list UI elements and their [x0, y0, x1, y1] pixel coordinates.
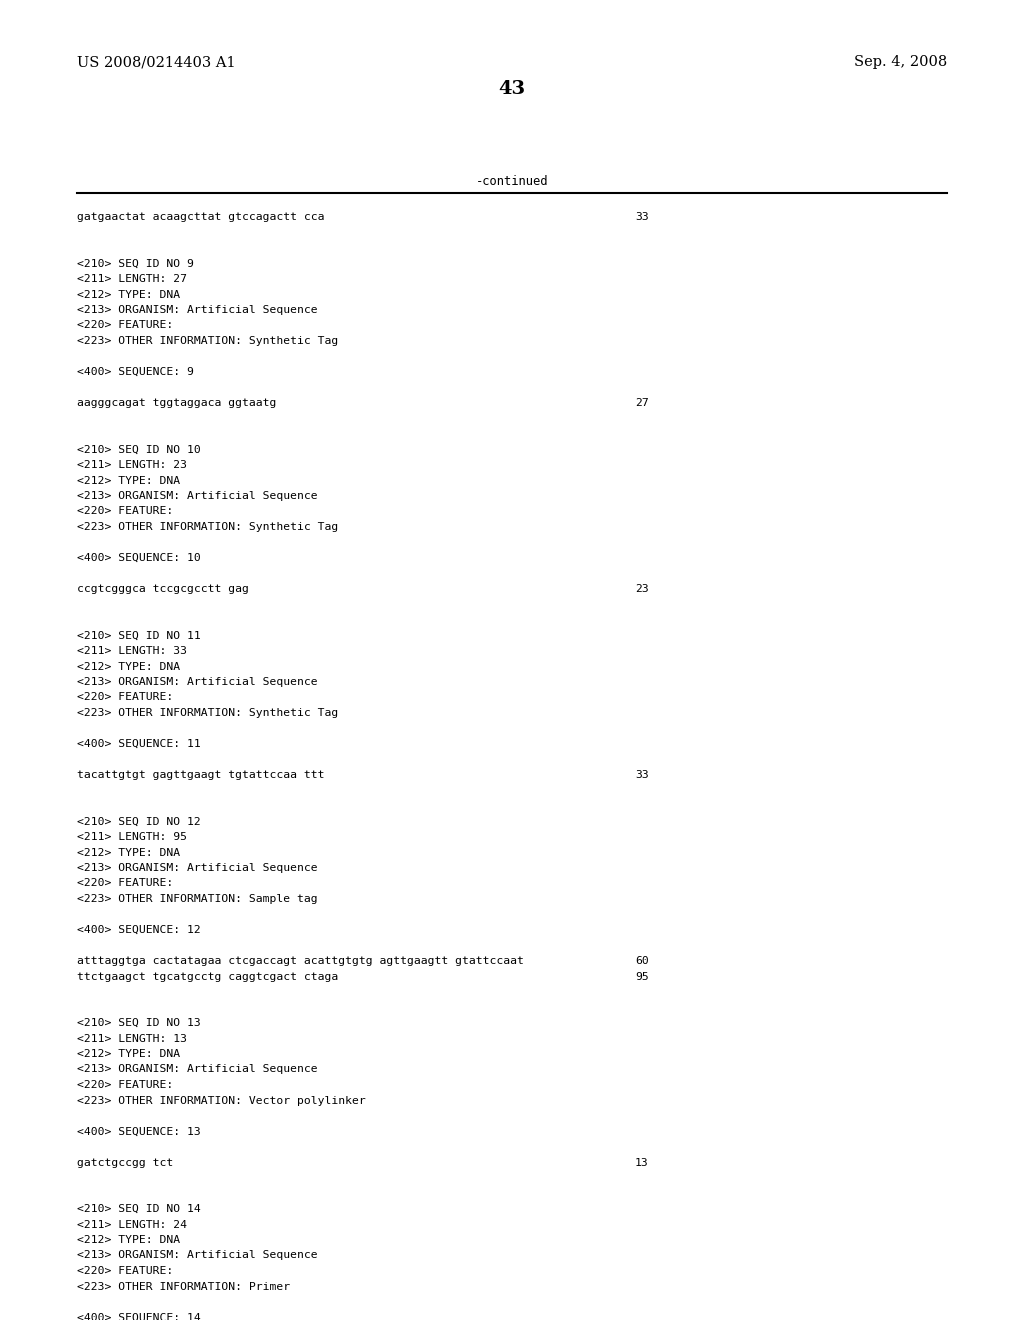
Text: 60: 60 [635, 956, 648, 966]
Text: <213> ORGANISM: Artificial Sequence: <213> ORGANISM: Artificial Sequence [77, 863, 317, 873]
Text: <220> FEATURE:: <220> FEATURE: [77, 507, 173, 516]
Text: <211> LENGTH: 33: <211> LENGTH: 33 [77, 645, 186, 656]
Text: <220> FEATURE:: <220> FEATURE: [77, 1080, 173, 1090]
Text: 43: 43 [499, 81, 525, 98]
Text: <223> OTHER INFORMATION: Synthetic Tag: <223> OTHER INFORMATION: Synthetic Tag [77, 521, 338, 532]
Text: 95: 95 [635, 972, 648, 982]
Text: <223> OTHER INFORMATION: Sample tag: <223> OTHER INFORMATION: Sample tag [77, 894, 317, 904]
Text: <210> SEQ ID NO 9: <210> SEQ ID NO 9 [77, 259, 194, 268]
Text: <212> TYPE: DNA: <212> TYPE: DNA [77, 475, 180, 486]
Text: 33: 33 [635, 770, 648, 780]
Text: <220> FEATURE:: <220> FEATURE: [77, 693, 173, 702]
Text: <223> OTHER INFORMATION: Synthetic Tag: <223> OTHER INFORMATION: Synthetic Tag [77, 337, 338, 346]
Text: ttctgaagct tgcatgcctg caggtcgact ctaga: ttctgaagct tgcatgcctg caggtcgact ctaga [77, 972, 338, 982]
Text: <211> LENGTH: 27: <211> LENGTH: 27 [77, 275, 186, 284]
Text: 33: 33 [635, 213, 648, 222]
Text: atttaggtga cactatagaa ctcgaccagt acattgtgtg agttgaagtt gtattccaat: atttaggtga cactatagaa ctcgaccagt acattgt… [77, 956, 523, 966]
Text: <211> LENGTH: 95: <211> LENGTH: 95 [77, 832, 186, 842]
Text: <213> ORGANISM: Artificial Sequence: <213> ORGANISM: Artificial Sequence [77, 677, 317, 686]
Text: <211> LENGTH: 24: <211> LENGTH: 24 [77, 1220, 186, 1229]
Text: ccgtcgggca tccgcgcctt gag: ccgtcgggca tccgcgcctt gag [77, 583, 249, 594]
Text: Sep. 4, 2008: Sep. 4, 2008 [854, 55, 947, 69]
Text: US 2008/0214403 A1: US 2008/0214403 A1 [77, 55, 236, 69]
Text: <400> SEQUENCE: 14: <400> SEQUENCE: 14 [77, 1312, 201, 1320]
Text: <210> SEQ ID NO 13: <210> SEQ ID NO 13 [77, 1018, 201, 1028]
Text: <211> LENGTH: 13: <211> LENGTH: 13 [77, 1034, 186, 1044]
Text: <400> SEQUENCE: 12: <400> SEQUENCE: 12 [77, 925, 201, 935]
Text: <220> FEATURE:: <220> FEATURE: [77, 1266, 173, 1276]
Text: <223> OTHER INFORMATION: Primer: <223> OTHER INFORMATION: Primer [77, 1282, 290, 1291]
Text: tacattgtgt gagttgaagt tgtattccaa ttt: tacattgtgt gagttgaagt tgtattccaa ttt [77, 770, 325, 780]
Text: <210> SEQ ID NO 14: <210> SEQ ID NO 14 [77, 1204, 201, 1214]
Text: <220> FEATURE:: <220> FEATURE: [77, 879, 173, 888]
Text: aagggcagat tggtaggaca ggtaatg: aagggcagat tggtaggaca ggtaatg [77, 399, 276, 408]
Text: <212> TYPE: DNA: <212> TYPE: DNA [77, 1049, 180, 1059]
Text: <223> OTHER INFORMATION: Vector polylinker: <223> OTHER INFORMATION: Vector polylink… [77, 1096, 366, 1106]
Text: <400> SEQUENCE: 10: <400> SEQUENCE: 10 [77, 553, 201, 564]
Text: <212> TYPE: DNA: <212> TYPE: DNA [77, 1236, 180, 1245]
Text: <210> SEQ ID NO 12: <210> SEQ ID NO 12 [77, 817, 201, 826]
Text: <210> SEQ ID NO 10: <210> SEQ ID NO 10 [77, 445, 201, 454]
Text: <400> SEQUENCE: 13: <400> SEQUENCE: 13 [77, 1126, 201, 1137]
Text: gatctgccgg tct: gatctgccgg tct [77, 1158, 173, 1167]
Text: <212> TYPE: DNA: <212> TYPE: DNA [77, 847, 180, 858]
Text: 27: 27 [635, 399, 648, 408]
Text: <213> ORGANISM: Artificial Sequence: <213> ORGANISM: Artificial Sequence [77, 1064, 317, 1074]
Text: <212> TYPE: DNA: <212> TYPE: DNA [77, 661, 180, 672]
Text: <223> OTHER INFORMATION: Synthetic Tag: <223> OTHER INFORMATION: Synthetic Tag [77, 708, 338, 718]
Text: <210> SEQ ID NO 11: <210> SEQ ID NO 11 [77, 631, 201, 640]
Text: <213> ORGANISM: Artificial Sequence: <213> ORGANISM: Artificial Sequence [77, 1250, 317, 1261]
Text: <213> ORGANISM: Artificial Sequence: <213> ORGANISM: Artificial Sequence [77, 305, 317, 315]
Text: <400> SEQUENCE: 9: <400> SEQUENCE: 9 [77, 367, 194, 378]
Text: <212> TYPE: DNA: <212> TYPE: DNA [77, 289, 180, 300]
Text: <213> ORGANISM: Artificial Sequence: <213> ORGANISM: Artificial Sequence [77, 491, 317, 502]
Text: -continued: -continued [476, 176, 548, 187]
Text: <211> LENGTH: 23: <211> LENGTH: 23 [77, 459, 186, 470]
Text: <220> FEATURE:: <220> FEATURE: [77, 321, 173, 330]
Text: gatgaactat acaagcttat gtccagactt cca: gatgaactat acaagcttat gtccagactt cca [77, 213, 325, 222]
Text: 13: 13 [635, 1158, 648, 1167]
Text: <400> SEQUENCE: 11: <400> SEQUENCE: 11 [77, 739, 201, 748]
Text: 23: 23 [635, 583, 648, 594]
